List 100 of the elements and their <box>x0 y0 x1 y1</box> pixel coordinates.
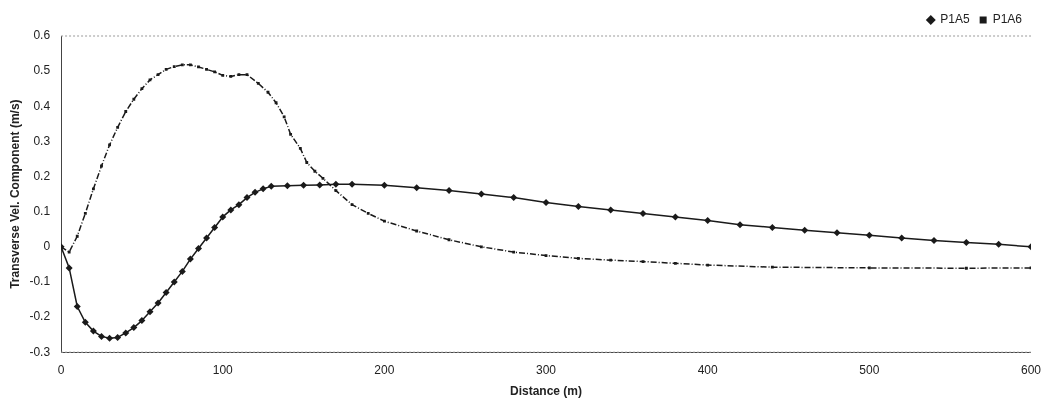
point <box>995 240 1003 248</box>
point <box>138 317 146 325</box>
point <box>542 199 550 207</box>
point <box>140 87 144 91</box>
point <box>106 334 114 342</box>
x-tick-label: 300 <box>536 362 557 377</box>
legend-label: P1A5 <box>940 12 970 27</box>
point <box>172 65 176 68</box>
point <box>235 201 243 209</box>
point <box>348 180 356 188</box>
point <box>316 181 324 189</box>
point <box>178 267 186 275</box>
point <box>73 303 81 311</box>
point <box>130 324 138 332</box>
y-tick-label: 0.6 <box>33 28 51 43</box>
point <box>300 181 308 189</box>
point <box>673 261 677 265</box>
point <box>609 258 613 262</box>
point <box>75 234 79 238</box>
point <box>227 206 235 214</box>
y-tick-label: 0.1 <box>33 203 51 218</box>
y-axis-title: Transverse Vel. Component (m/s) <box>7 99 22 289</box>
y-tick-label: 0.5 <box>33 63 51 78</box>
point <box>83 212 87 215</box>
point <box>768 223 776 231</box>
point <box>283 182 291 190</box>
point <box>65 264 73 272</box>
point <box>124 110 128 113</box>
point <box>259 185 267 193</box>
point <box>510 194 518 202</box>
point <box>305 161 309 164</box>
x-tick-label: 400 <box>697 362 719 377</box>
point <box>194 245 202 253</box>
point <box>962 239 970 247</box>
point <box>229 74 233 78</box>
point <box>736 221 744 229</box>
point <box>964 266 968 270</box>
point <box>211 223 219 231</box>
point <box>607 206 615 214</box>
x-tick-label: 100 <box>212 362 234 377</box>
point <box>334 189 338 192</box>
point <box>671 213 679 221</box>
point <box>154 299 162 307</box>
point <box>170 278 178 286</box>
point <box>256 82 260 85</box>
point <box>186 255 194 263</box>
point <box>865 231 873 239</box>
x-axis-title: Distance (m) <box>510 384 583 399</box>
point <box>221 73 225 77</box>
point <box>382 219 386 223</box>
point <box>97 332 105 340</box>
point <box>180 63 184 67</box>
point <box>89 327 97 335</box>
point <box>479 245 483 249</box>
y-tick-label: 0.2 <box>33 168 51 183</box>
x-tick-label: 0 <box>57 362 65 377</box>
point <box>251 188 259 196</box>
y-tick-label: -0.2 <box>29 309 51 324</box>
point <box>704 216 712 224</box>
y-tick-label: -0.1 <box>29 274 51 289</box>
point <box>237 73 241 77</box>
point <box>81 318 89 326</box>
point <box>188 63 192 67</box>
point <box>162 288 170 296</box>
point <box>164 67 168 71</box>
point <box>801 226 809 234</box>
point <box>313 169 317 173</box>
point <box>576 256 580 260</box>
y-tick-label: 0.3 <box>33 133 51 148</box>
point <box>289 132 293 136</box>
point <box>332 180 340 188</box>
point <box>146 308 154 316</box>
point <box>930 236 938 244</box>
x-tick-label: 200 <box>374 362 395 377</box>
x-tick-label: 500 <box>859 362 880 377</box>
point <box>122 329 130 337</box>
point <box>833 229 841 237</box>
point <box>213 70 217 74</box>
point <box>867 266 871 270</box>
x-tick-label: 600 <box>1020 362 1042 377</box>
point <box>639 209 647 217</box>
y-tick-label: -0.3 <box>29 344 51 359</box>
point <box>267 182 275 190</box>
point <box>203 234 211 242</box>
point <box>205 67 208 71</box>
point <box>366 212 370 215</box>
point <box>898 234 906 242</box>
point <box>91 187 95 191</box>
point <box>219 213 227 221</box>
point <box>243 194 251 202</box>
point <box>116 125 120 129</box>
point <box>445 187 453 195</box>
point <box>108 143 111 147</box>
point <box>380 181 388 189</box>
y-tick-label: 0.4 <box>33 98 51 113</box>
point <box>114 333 122 341</box>
point <box>282 115 286 119</box>
point <box>574 202 582 210</box>
y-tick-label: 0 <box>43 239 51 254</box>
point <box>770 265 774 269</box>
